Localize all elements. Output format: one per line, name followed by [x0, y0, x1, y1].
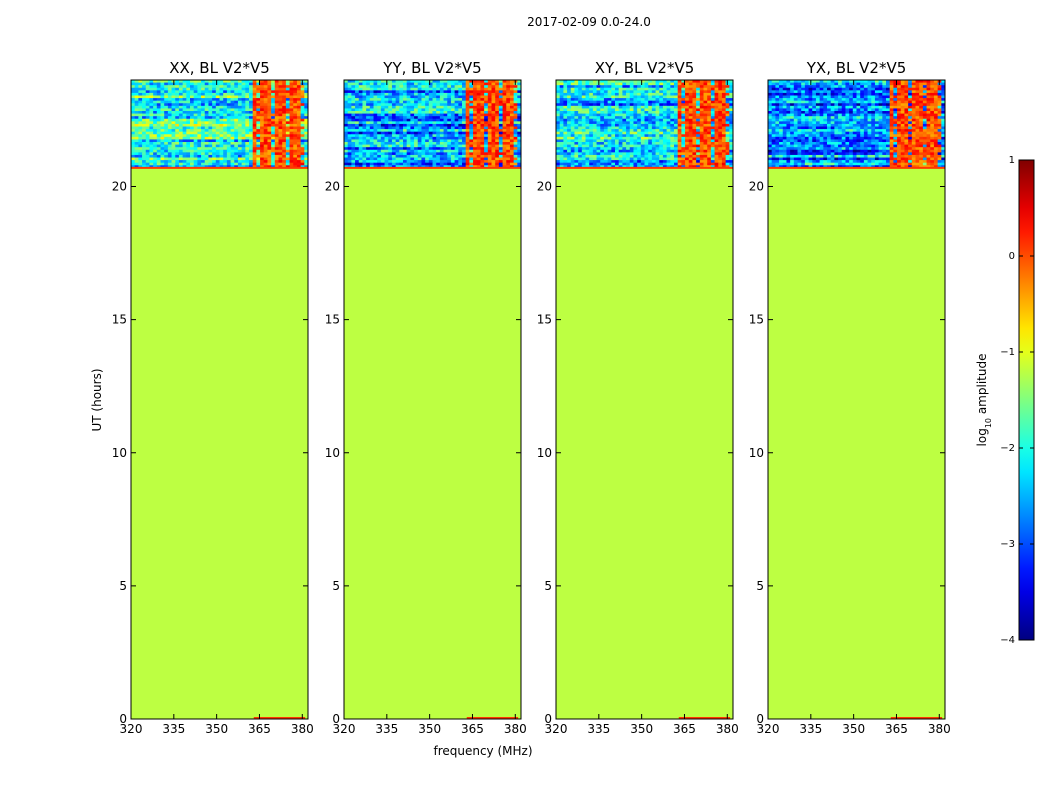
y-tick-label: 10 — [749, 446, 764, 460]
colorbar-tick-label: 1 — [1009, 155, 1015, 166]
figure-title: 2017-02-09 0.0-24.0 — [527, 15, 651, 29]
panel-xy: XY, BL V2*V5 320 335 350 365 380 0 5 10 15 20 — [537, 59, 739, 736]
data-start-line — [556, 166, 733, 169]
colorbar-tick-label: −3 — [1000, 539, 1015, 550]
panel-xx: XX, BL V2*V5 320 335 350 365 380 0 5 10 15 20 — [112, 59, 314, 736]
y-axis-label: UT (hours) — [90, 368, 104, 431]
heatmap-cells — [131, 80, 309, 169]
panel-title: XX, BL V2*V5 — [169, 59, 270, 77]
y-tick-label: 15 — [749, 313, 764, 327]
colorbar-tick-label: −1 — [1000, 347, 1015, 358]
x-tick-label: 380 — [291, 722, 314, 736]
y-tick-label: 0 — [756, 712, 764, 726]
axes-frame — [130, 79, 309, 720]
y-tick-label: 0 — [332, 712, 340, 726]
y-tick-label: 20 — [749, 180, 764, 194]
y-tick-label: 20 — [112, 180, 127, 194]
x-tick-label: 320 — [757, 722, 780, 736]
y-tick-label: 10 — [325, 446, 340, 460]
colorbar-tick-label: −2 — [1000, 443, 1015, 454]
x-tick-label: 380 — [928, 722, 951, 736]
y-tick-label: 10 — [112, 446, 127, 460]
x-tick-label: 335 — [375, 722, 398, 736]
y-tick-label: 15 — [537, 313, 552, 327]
heatmap-fill — [768, 80, 945, 719]
y-tick-label: 15 — [112, 313, 127, 327]
x-tick-label: 365 — [248, 722, 271, 736]
y-tick-label: 20 — [537, 180, 552, 194]
x-tick-label: 365 — [461, 722, 484, 736]
x-tick-label: 335 — [162, 722, 185, 736]
data-start-line — [131, 166, 308, 169]
axes-frame — [343, 79, 522, 720]
heatmap-cells — [344, 80, 522, 169]
x-axis-label: frequency (MHz) — [433, 744, 532, 758]
panel-yy: YY, BL V2*V5 320 335 350 365 380 0 5 10 15 20 — [325, 59, 527, 736]
panel-title: XY, BL V2*V5 — [595, 59, 695, 77]
bottom-rfi-strip — [890, 717, 943, 719]
x-tick-label: 350 — [842, 722, 865, 736]
x-tick-label: 365 — [885, 722, 908, 736]
axes-frame — [555, 79, 734, 720]
y-tick-label: 15 — [325, 313, 340, 327]
panel-title: YX, BL V2*V5 — [806, 59, 907, 77]
x-tick-label: 320 — [120, 722, 143, 736]
data-start-line — [344, 166, 521, 169]
bottom-rfi-strip — [466, 717, 519, 719]
colorbar-tick-label: 0 — [1009, 251, 1015, 262]
colorbar: 1 0 −1 −2 −3 −4 log10 amplitude — [975, 155, 1035, 646]
y-tick-label: 5 — [544, 579, 552, 593]
heatmap-cells — [556, 80, 734, 169]
colorbar-tick-label: −4 — [1000, 635, 1015, 646]
data-start-line — [768, 166, 945, 169]
x-tick-label: 350 — [205, 722, 228, 736]
y-tick-label: 10 — [537, 446, 552, 460]
x-tick-label: 335 — [799, 722, 822, 736]
x-tick-label: 365 — [673, 722, 696, 736]
y-tick-label: 5 — [332, 579, 340, 593]
y-tick-label: 20 — [325, 180, 340, 194]
y-tick-label: 5 — [756, 579, 764, 593]
heatmap-fill — [344, 80, 521, 719]
y-tick-label: 5 — [119, 579, 127, 593]
axes-frame — [767, 79, 946, 720]
x-tick-label: 380 — [716, 722, 739, 736]
heatmap-cells — [768, 80, 946, 169]
y-tick-label: 0 — [119, 712, 127, 726]
x-tick-label: 380 — [504, 722, 527, 736]
panel-title: YY, BL V2*V5 — [382, 59, 481, 77]
heatmap-fill — [131, 80, 308, 719]
bottom-rfi-strip — [678, 717, 731, 719]
bottom-rfi-strip — [253, 717, 306, 719]
x-tick-label: 350 — [418, 722, 441, 736]
x-tick-label: 320 — [545, 722, 568, 736]
colorbar-label: log10 amplitude — [975, 354, 993, 447]
x-tick-label: 350 — [630, 722, 653, 736]
panel-yx: YX, BL V2*V5 320 335 350 365 380 0 5 10 15 20 — [749, 59, 951, 736]
heatmap-fill — [556, 80, 733, 719]
x-tick-label: 320 — [333, 722, 356, 736]
colorbar-gradient — [1018, 159, 1035, 641]
x-tick-label: 335 — [587, 722, 610, 736]
y-tick-label: 0 — [544, 712, 552, 726]
